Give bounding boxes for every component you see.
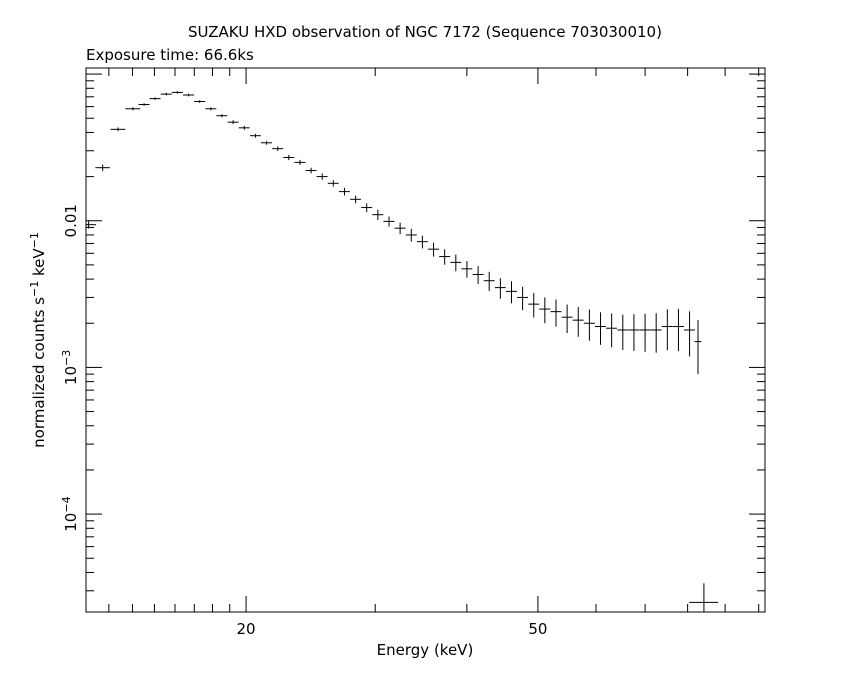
data-point bbox=[416, 235, 428, 249]
x-axis-label: Energy (keV) bbox=[377, 641, 474, 659]
data-point bbox=[95, 164, 110, 171]
data-point bbox=[327, 180, 339, 187]
axis-ticks bbox=[86, 68, 765, 612]
data-point bbox=[361, 203, 373, 213]
data-point bbox=[450, 254, 462, 272]
data-point bbox=[505, 281, 517, 304]
data-point bbox=[250, 133, 261, 138]
data-point bbox=[227, 120, 239, 125]
data-point bbox=[561, 304, 573, 334]
data-point bbox=[572, 306, 584, 337]
y-tick-label-base: 10 bbox=[62, 513, 80, 532]
data-point bbox=[149, 97, 161, 100]
data-point bbox=[194, 100, 206, 103]
data-point bbox=[550, 299, 562, 327]
plot-frame bbox=[85, 67, 766, 613]
data-point bbox=[372, 209, 384, 220]
y-tick-label-exponent: −3 bbox=[60, 350, 73, 366]
data-point bbox=[394, 222, 406, 235]
data-point bbox=[494, 278, 506, 299]
data-point bbox=[661, 309, 673, 351]
data-point bbox=[316, 173, 328, 180]
data-point bbox=[694, 320, 702, 375]
data-point bbox=[171, 91, 183, 94]
y-tick-label-base: 10 bbox=[62, 366, 80, 385]
data-point bbox=[405, 228, 417, 242]
data-point bbox=[628, 314, 640, 351]
data-point bbox=[272, 146, 284, 151]
data-point bbox=[517, 286, 529, 311]
data-point bbox=[160, 92, 172, 96]
data-point bbox=[138, 103, 150, 106]
data-point bbox=[439, 249, 451, 265]
data-point bbox=[689, 583, 718, 612]
data-points bbox=[86, 91, 718, 612]
data-point bbox=[606, 313, 618, 348]
data-point bbox=[110, 127, 126, 132]
x-tick-label: 20 bbox=[237, 620, 256, 638]
y-tick-label-base: 0.01 bbox=[62, 204, 80, 237]
data-point bbox=[528, 293, 540, 318]
data-point bbox=[483, 271, 495, 292]
data-point bbox=[672, 308, 684, 352]
data-point bbox=[539, 297, 551, 324]
data-point bbox=[238, 125, 250, 130]
data-point bbox=[350, 195, 361, 204]
data-point bbox=[472, 266, 484, 285]
data-point bbox=[86, 220, 97, 229]
data-point bbox=[684, 311, 696, 357]
data-point bbox=[283, 154, 295, 161]
chart-subtitle: Exposure time: 66.6ks bbox=[86, 46, 254, 64]
y-axis-label-mid: keV bbox=[30, 248, 48, 281]
y-tick-label-exponent: −4 bbox=[60, 496, 73, 512]
data-point bbox=[639, 313, 651, 352]
data-point bbox=[125, 107, 141, 111]
y-tick-label: 10−4 bbox=[60, 496, 81, 531]
chart-title: SUZAKU HXD observation of NGC 7172 (Sequ… bbox=[188, 23, 662, 41]
data-point bbox=[617, 314, 629, 351]
data-point bbox=[594, 312, 606, 345]
data-point bbox=[583, 309, 595, 341]
data-point bbox=[650, 313, 662, 353]
data-point bbox=[260, 140, 273, 145]
data-point bbox=[305, 167, 317, 174]
data-point bbox=[428, 242, 439, 257]
y-axis-label-sup2: −1 bbox=[28, 232, 41, 248]
y-tick-label: 0.01 bbox=[62, 204, 80, 237]
y-axis-label: normalized counts s−1 keV−1 bbox=[28, 232, 49, 448]
y-axis-label-main: normalized counts s bbox=[30, 297, 48, 448]
data-point bbox=[461, 261, 473, 278]
data-point bbox=[205, 107, 217, 111]
data-point bbox=[216, 114, 228, 118]
data-point bbox=[183, 93, 195, 97]
data-point bbox=[383, 216, 395, 227]
x-tick-label: 50 bbox=[528, 620, 547, 638]
y-tick-label: 10−3 bbox=[60, 350, 81, 385]
data-point bbox=[338, 187, 350, 196]
y-axis-label-sup1: −1 bbox=[28, 281, 41, 297]
data-point bbox=[294, 159, 306, 165]
